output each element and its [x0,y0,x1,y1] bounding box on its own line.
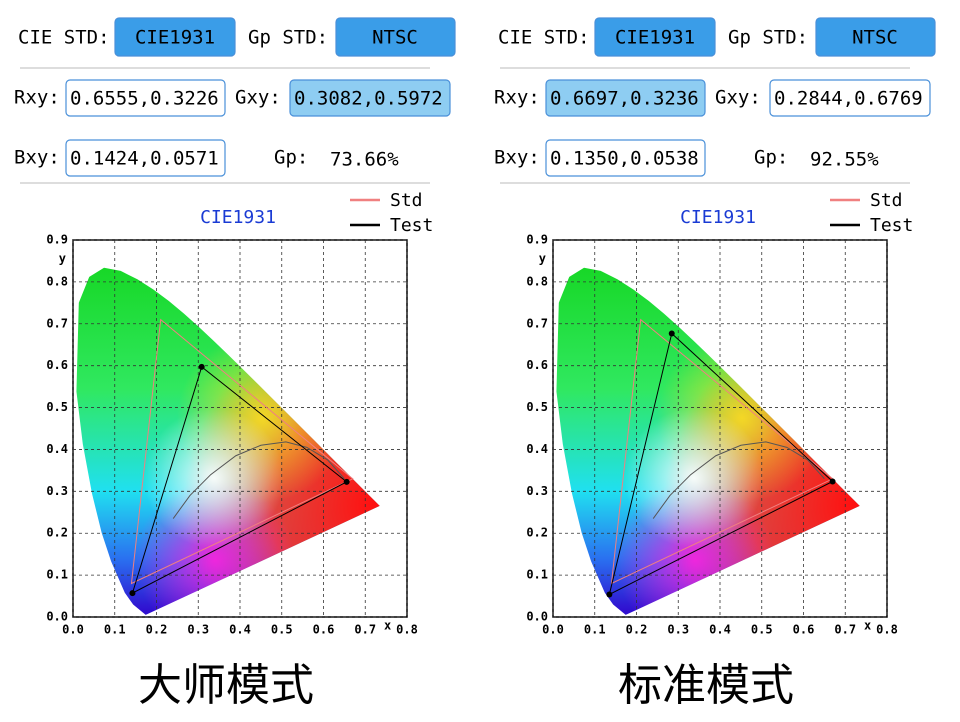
gp-value: 92.55% [810,149,879,171]
y-axis-label: y [539,252,546,266]
field-box [769,79,931,117]
field-value: 0.6555,0.3226 [70,88,219,110]
x-tick-label: 0.6 [313,623,335,637]
bxy-label: Bxy: [494,147,540,169]
field-box [545,139,706,177]
rxy-label: Rxy: [494,87,540,109]
x-tick-label: 0.7 [354,623,376,637]
x-tick-label: 0.3 [667,623,689,637]
x-tick-label: 0.0 [542,623,564,637]
y-tick-label: 0.3 [46,484,68,498]
gamut-triangle [608,332,834,596]
y-tick-label: 0.9 [526,233,548,247]
gp-std-label: Gp STD: [248,27,328,49]
x-tick-label: 0.5 [751,623,773,637]
x-tick-label: 0.5 [271,623,293,637]
field-value: 0.6697,0.3236 [550,88,699,110]
primary-point [668,330,675,337]
field-value: CIE1931 [615,27,695,49]
field-box [114,17,236,57]
primary-point [129,590,136,597]
y-tick-label: 0.2 [526,526,548,540]
x-tick-label: 0.1 [584,623,606,637]
y-tick-label: 0.5 [46,400,68,414]
y-tick-label: 0.1 [46,568,68,582]
chart-title: CIE1931 [680,207,756,228]
mode-caption: 标准模式 [618,660,794,711]
x-tick-label: 0.7 [834,623,856,637]
x-axis-label: x [864,619,871,633]
field-box [335,17,456,57]
x-tick-label: 0.1 [104,623,126,637]
field-value: NTSC [372,27,418,49]
x-axis-label: x [384,619,391,633]
field-value: CIE1931 [135,27,215,49]
field-box [594,17,716,57]
legend-label: Std [390,190,423,211]
planckian-locus [172,441,345,519]
field-value: 0.1424,0.0571 [70,148,219,170]
legend-label: Test [390,215,433,236]
primary-point [829,478,836,485]
x-tick-label: 0.0 [62,623,84,637]
std-label: CIE STD: [18,27,110,49]
bxy-label: Bxy: [14,147,60,169]
y-tick-label: 0.4 [526,442,548,456]
field-value: 0.2844,0.6769 [774,88,923,110]
primary-point [343,478,350,485]
gxy-label: Gxy: [715,87,761,109]
field-box [65,79,226,117]
gp-value: 73.66% [330,149,399,171]
y-tick-label: 0.9 [46,233,68,247]
gp-std-label: Gp STD: [728,27,808,49]
y-tick-label: 0.1 [526,568,548,582]
y-tick-label: 0.6 [46,358,68,372]
y-tick-label: 0.7 [46,316,68,330]
std-label: CIE STD: [498,27,590,49]
legend-label: Test [870,215,913,236]
gxy-label: Gxy: [235,87,281,109]
field-value: 0.3082,0.5972 [294,88,443,110]
y-tick-label: 0.2 [46,526,68,540]
y-tick-label: 0.5 [526,400,548,414]
field-box [545,79,706,117]
gp-label: Gp: [274,147,308,169]
field-box [289,79,451,117]
primary-point [198,363,205,370]
gamut-triangle [610,318,834,585]
x-tick-label: 0.2 [146,623,168,637]
x-tick-label: 0.6 [793,623,815,637]
y-tick-label: 0.6 [526,358,548,372]
x-tick-label: 0.3 [187,623,209,637]
planckian-locus [652,441,825,519]
legend-label: Std [870,190,903,211]
x-tick-label: 0.4 [229,623,251,637]
x-tick-label: 0.8 [396,623,418,637]
gp-label: Gp: [754,147,788,169]
field-box [65,139,226,177]
y-tick-label: 0.0 [526,610,548,624]
y-tick-label: 0.8 [526,274,548,288]
gamut-triangle [131,365,348,595]
panel: CIE STD: CIE1931 Gp STD: NTSC Rxy: 0.6555,0.3… [14,17,456,711]
panel: CIE STD: CIE1931 Gp STD: NTSC Rxy: 0.6697,0.3… [494,17,936,711]
gamut-triangle [130,318,354,585]
y-axis-label: y [59,252,66,266]
field-value: 0.1350,0.0538 [550,148,699,170]
x-tick-label: 0.4 [709,623,731,637]
y-tick-label: 0.7 [526,316,548,330]
y-tick-label: 0.4 [46,442,68,456]
field-value: NTSC [852,27,898,49]
primary-point [606,591,613,598]
y-tick-label: 0.0 [46,610,68,624]
y-tick-label: 0.3 [526,484,548,498]
mode-caption: 大师模式 [138,660,314,711]
x-tick-label: 0.8 [876,623,898,637]
y-tick-label: 0.8 [46,274,68,288]
rxy-label: Rxy: [14,87,60,109]
field-box [815,17,936,57]
chart-title: CIE1931 [200,207,276,228]
x-tick-label: 0.2 [626,623,648,637]
